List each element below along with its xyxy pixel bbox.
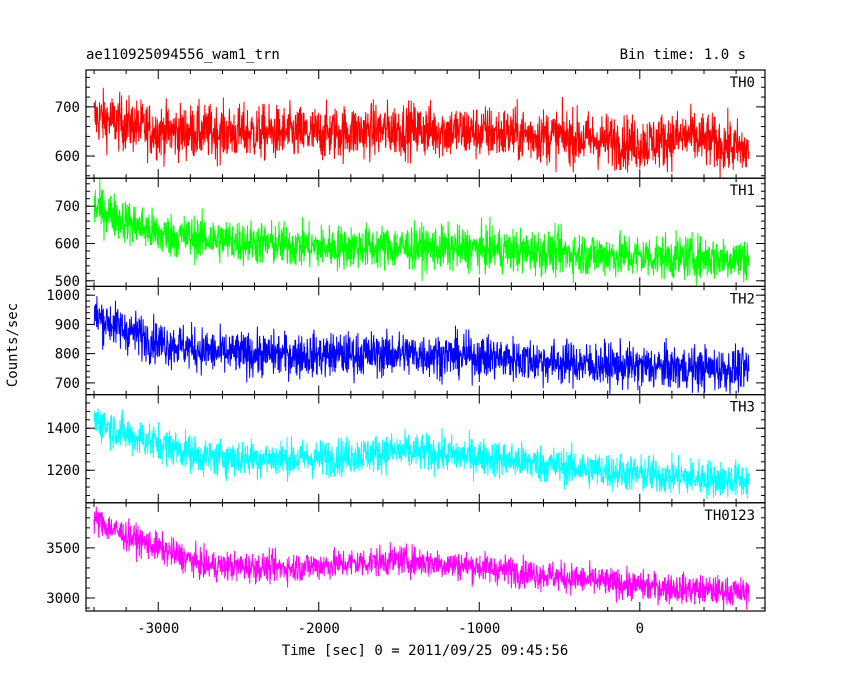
series-line-TH1 — [93, 178, 750, 286]
y-tick-label-TH3: 1200 — [46, 463, 80, 479]
chart-title: ae110925094556_wam1_trn — [86, 47, 280, 63]
y-tick-label-TH2: 1000 — [46, 288, 80, 304]
panel-frame-TH0123 — [85, 502, 766, 612]
panels-group: TH0 600 700 TH1 500 600 700 TH2 700 800 900 1000 TH3… — [46, 69, 766, 637]
panel-label-TH0: TH0 — [730, 75, 755, 91]
x-tick-label: -1000 — [458, 621, 500, 637]
panel-label-TH3: TH3 — [730, 400, 755, 416]
x-tick-label: -3000 — [137, 621, 179, 637]
y-tick-label-TH0: 700 — [55, 100, 80, 116]
panel-label-TH0123: TH0123 — [704, 508, 755, 524]
y-tick-label-TH2: 700 — [55, 376, 80, 392]
y-tick-label-TH1: 600 — [55, 236, 80, 252]
series-line-TH0123 — [93, 506, 750, 611]
panel-label-TH1: TH1 — [730, 183, 755, 199]
y-tick-label-TH2: 900 — [55, 317, 80, 333]
y-tick-label-TH1: 700 — [55, 199, 80, 215]
y-axis-label: Counts/sec — [5, 303, 21, 387]
y-tick-label-TH0123: 3500 — [46, 541, 80, 557]
series-line-TH3 — [93, 408, 750, 499]
y-tick-label-TH1: 500 — [55, 274, 80, 290]
x-tick-label: 0 — [636, 621, 644, 637]
y-tick-label-TH0123: 3000 — [46, 591, 80, 607]
y-tick-label-TH2: 800 — [55, 347, 80, 363]
series-line-TH2 — [93, 296, 750, 395]
y-tick-label-TH3: 1400 — [46, 421, 80, 437]
x-tick-label: -2000 — [298, 621, 340, 637]
y-tick-label-TH0: 600 — [55, 149, 80, 165]
panel-label-TH2: TH2 — [730, 291, 755, 307]
series-line-TH0 — [93, 87, 750, 179]
bin-time-label: Bin time: 1.0 s — [620, 47, 746, 63]
x-axis-label: Time [sec] 0 = 2011/09/25 09:45:56 — [282, 643, 569, 659]
